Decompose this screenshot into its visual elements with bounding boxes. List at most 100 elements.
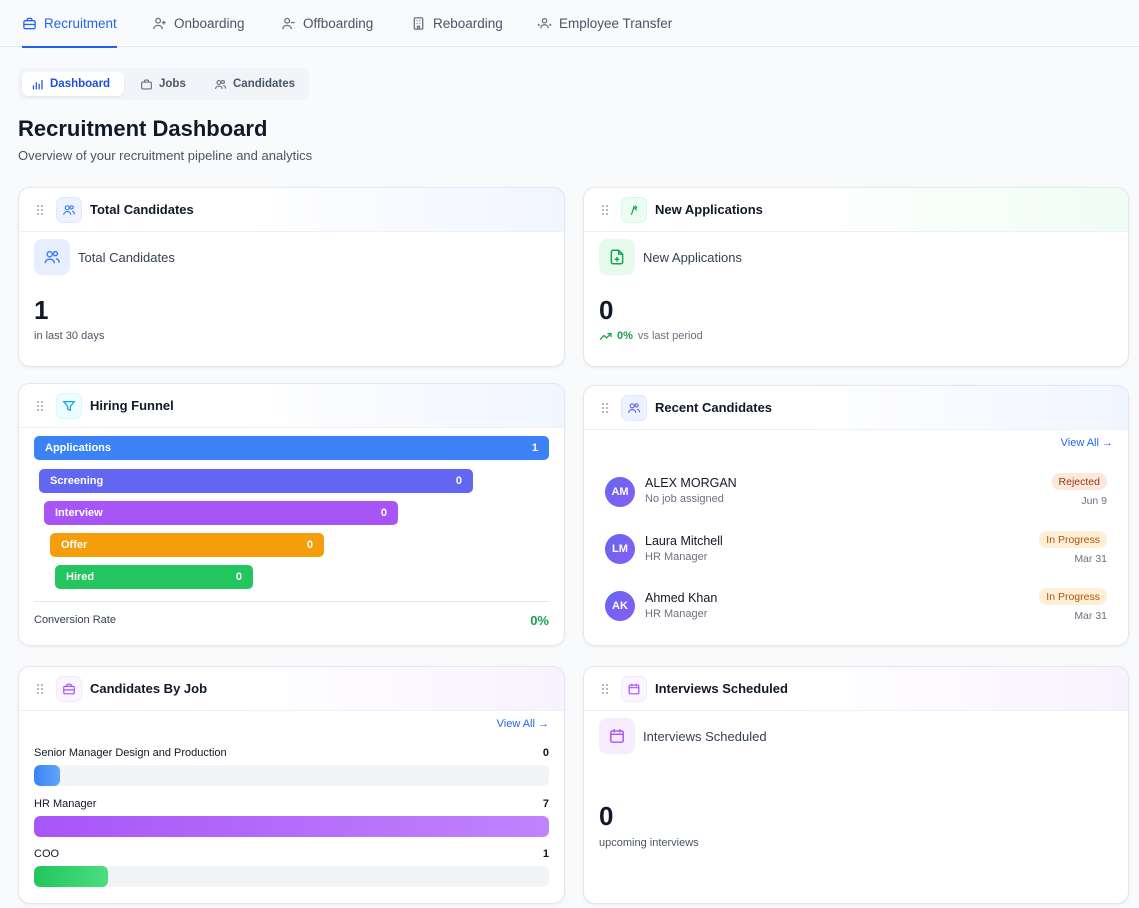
job-bar-track [34,816,549,837]
drag-handle-icon[interactable] [600,204,610,216]
funnel-stage-applications[interactable]: Applications 1 [34,436,549,460]
funnel-stage-screening[interactable]: Screening 0 [39,469,473,493]
funnel-stage-offer[interactable]: Offer 0 [50,533,324,557]
tab-offboarding[interactable]: Offboarding [281,0,373,47]
funnel-stage-hired[interactable]: Hired 0 [55,565,253,589]
job-count: 0 [542,747,549,759]
subtab-label: Candidates [233,78,295,90]
job-bar-fill [34,765,60,786]
card-header: Total Candidates [19,188,564,232]
stat-value: 0 [599,801,614,831]
view-all-link[interactable]: View All → [1060,437,1113,449]
job-count: 7 [542,798,549,810]
drag-handle-icon[interactable] [35,400,45,412]
tab-label: Employee Transfer [559,16,673,31]
subtab-jobs[interactable]: Jobs [131,72,195,96]
users-icon [621,395,647,421]
briefcase-icon [56,676,82,702]
sub-navigation: Dashboard Jobs Candidates [18,68,309,100]
candidate-name: Ahmed Khan [645,591,718,605]
stage-value: 0 [235,571,242,583]
tab-label: Onboarding [174,16,245,31]
card-title: Interviews Scheduled [655,681,788,696]
card-title: Candidates By Job [90,681,208,696]
avatar: AK [605,591,635,621]
tab-label: Offboarding [303,16,374,31]
job-bar-fill [34,816,549,837]
stat-label: New Applications [643,250,742,265]
stage-value: 0 [455,475,462,487]
users-icon [56,197,82,223]
bar-chart-icon [32,79,43,89]
candidate-name: ALEX MORGAN [645,476,737,490]
candidate-date: Jun 9 [1081,495,1107,507]
job-count: 1 [542,848,549,860]
status-badge: Rejected [1051,473,1107,490]
tab-label: Recruitment [44,16,117,31]
stage-label: Offer [61,539,88,551]
card-title: New Applications [655,202,763,217]
stage-label: Applications [45,442,112,454]
tab-recruitment[interactable]: Recruitment [22,0,117,48]
hiring-funnel-card: Hiring Funnel Applications 1 Screening 0… [18,383,565,646]
briefcase-icon [23,17,36,30]
stage-value: 0 [306,539,313,551]
page-title: Recruitment Dashboard [18,116,268,141]
avatar: LM [605,534,635,564]
user-minus-icon [282,17,295,30]
file-plus-icon [599,239,635,275]
card-header: Hiring Funnel [19,384,564,428]
tab-label: Reboarding [433,16,503,31]
user-plus-icon [153,17,166,30]
card-title: Total Candidates [90,202,194,217]
funnel-icon [56,393,82,419]
status-badge: In Progress [1039,531,1107,548]
drag-handle-icon[interactable] [600,402,610,414]
card-header: New Applications [584,188,1128,232]
candidate-job: HR Manager [645,608,708,620]
users-icon [34,239,70,275]
trend-up-icon [599,332,612,340]
job-bar-track [34,765,549,786]
page-subtitle: Overview of your recruitment pipeline an… [18,148,313,163]
tab-employee-transfer[interactable]: Employee Transfer [537,0,672,47]
candidate-job: No job assigned [645,493,724,505]
candidate-job: HR Manager [645,551,708,563]
drag-handle-icon[interactable] [35,204,45,216]
drag-handle-icon[interactable] [35,683,45,695]
top-navigation: Recruitment Onboarding Offboarding Reboa… [0,0,1139,48]
tab-reboarding[interactable]: Reboarding [411,0,503,47]
job-label: HR Manager [34,798,97,810]
tab-onboarding[interactable]: Onboarding [152,0,245,47]
trend-percent: 0% [617,330,633,342]
subtab-dashboard[interactable]: Dashboard [22,72,124,96]
candidate-date: Mar 31 [1074,610,1107,622]
users-transfer-icon [537,17,552,29]
view-all-link[interactable]: View All → [496,718,549,730]
job-label: COO [34,848,60,860]
job-bar-fill [34,866,108,887]
briefcase-icon [141,78,152,90]
job-bar-track [34,866,549,887]
status-badge: In Progress [1039,588,1107,605]
trend-caption: vs last period [637,330,703,342]
stage-value: 0 [380,507,387,519]
stage-label: Screening [50,475,104,487]
job-label: Senior Manager Design and Production [34,747,227,759]
building-icon [413,17,424,30]
divider [34,601,549,602]
funnel-stage-interview[interactable]: Interview 0 [44,501,398,525]
stat-label: Interviews Scheduled [643,729,767,744]
subtab-candidates[interactable]: Candidates [205,72,304,96]
interviews-scheduled-card: Interviews Scheduled Interviews Schedule… [583,666,1129,904]
subtab-label: Dashboard [50,78,111,90]
stage-label: Hired [66,571,95,583]
calendar-icon [621,676,647,702]
candidates-by-job-card: Candidates By Job View All → Senior Mana… [18,666,565,904]
stage-label: Interview [55,507,103,519]
file-plus-icon [621,197,647,223]
stat-value: 1 [34,295,49,325]
stat-label: Total Candidates [78,250,175,265]
stat-caption: upcoming interviews [599,837,699,849]
drag-handle-icon[interactable] [600,683,610,695]
